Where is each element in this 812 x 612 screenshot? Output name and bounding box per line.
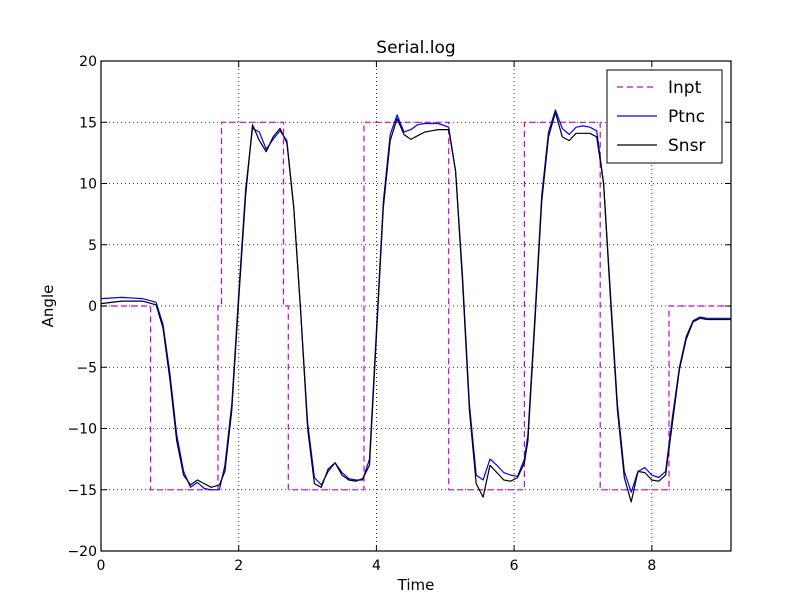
x-tick-label: 2	[234, 558, 243, 574]
y-axis-label: Angle	[39, 285, 57, 328]
y-tick-label: 20	[79, 54, 97, 70]
legend-label-ptnc: Ptnc	[668, 107, 705, 127]
x-tick-label: 4	[372, 558, 381, 574]
legend-label-snsr: Snsr	[668, 136, 705, 156]
axis-ticks: 0 2 4 6 8 −20 −15 −10 −5 0 5 10 15 20	[67, 54, 731, 574]
y-tick-label: 15	[79, 115, 97, 131]
plot-series	[100, 109, 731, 503]
x-axis-label: Time	[397, 576, 435, 594]
y-tick-label: −15	[67, 483, 97, 499]
y-tick-label: −20	[67, 544, 97, 560]
x-tick-label: 8	[647, 558, 656, 574]
y-tick-label: −10	[67, 422, 97, 438]
legend-label-inpt: Inpt	[668, 78, 702, 98]
series-line-snsr	[100, 111, 731, 503]
grid-lines	[100, 60, 731, 552]
x-tick-label: 6	[510, 558, 519, 574]
legend: Inpt Ptnc Snsr	[606, 69, 723, 164]
series-line-inpt	[101, 121, 731, 491]
y-tick-label: 10	[79, 177, 97, 193]
x-tick-label: 0	[97, 558, 106, 574]
y-tick-label: 0	[88, 299, 97, 315]
chart-title: Serial.log	[376, 38, 455, 58]
y-tick-label: −5	[76, 360, 97, 376]
y-tick-label: 5	[88, 238, 97, 254]
